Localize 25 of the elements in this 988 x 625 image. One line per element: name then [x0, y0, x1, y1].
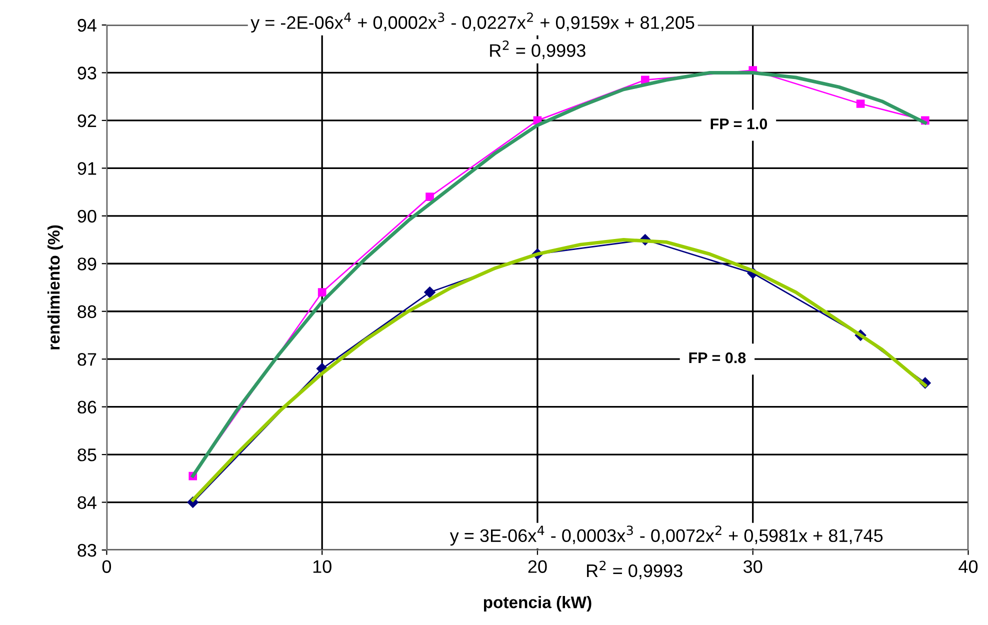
text: R$^{2}$ = 0,9993: [587, 560, 682, 580]
annotation: FP = 1.0: [710, 118, 768, 130]
y-tick-label: 87: [78, 353, 96, 366]
x-axis-title: potencia (kW): [484, 596, 592, 612]
annotation: FP = 0.8: [689, 352, 746, 364]
y-tick-label: 83: [78, 544, 96, 557]
y-tick-label: 88: [78, 305, 96, 318]
y-axis-title: rendimiento (%): [47, 225, 64, 350]
y-tick-label: 94: [78, 18, 96, 32]
y-tick-label: 85: [78, 448, 96, 462]
y-tick-label: 84: [78, 496, 96, 509]
x-tick-label: 0: [102, 560, 112, 573]
y-tick-label: 93: [78, 66, 96, 80]
y-tick-label: 90: [78, 210, 96, 223]
annotation: y = 3E-06x$^{4}$ - 0,0003x$^{3}$ - 0,0072x$^{2}$ + 0,5981x + 81,745: [450, 526, 883, 546]
annotation: y = -2E-06x$^{4}$ + 0,0002x$^{3}$ - 0,0227x$^{2}$ + 0,9159x + 81,205: [250, 12, 694, 33]
y-tick-label: 92: [78, 114, 96, 128]
x-tick-label: 30: [744, 560, 762, 573]
x-tick-label: 40: [958, 560, 978, 573]
annotation: R$^{2}$ = 0,9993: [490, 40, 586, 60]
x-tick-label: 10: [313, 560, 332, 573]
y-tick-label: 91: [78, 162, 96, 175]
x-tick-label: 20: [528, 560, 547, 573]
y-tick-label: 86: [78, 400, 96, 414]
y-tick-label: 89: [78, 258, 96, 270]
